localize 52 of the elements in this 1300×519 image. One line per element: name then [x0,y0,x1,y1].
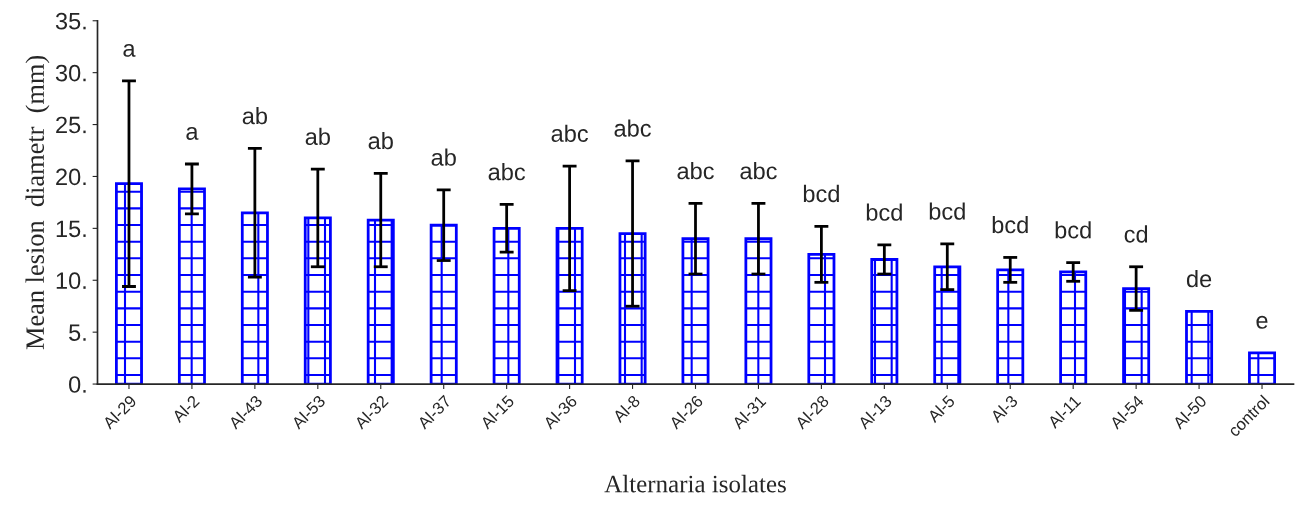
bar [618,232,647,385]
bar [996,268,1025,385]
y-tick-label: 5. [69,324,86,341]
bar [240,211,269,385]
annotation: ab [305,127,330,146]
bar [492,226,521,385]
x-tick-label: Al-8 [611,394,641,424]
annotation: e [1256,315,1268,329]
bar [744,237,773,385]
y-tick-label: 35. [55,12,86,30]
y-tick-label: 0. [69,376,86,393]
bar [1122,287,1151,385]
annotation: abc [677,161,714,180]
annotation: cd [1124,225,1148,243]
y-tick-label: 30. [55,64,86,82]
annotation: bcd [1055,221,1091,239]
annotation: bcd [992,215,1028,234]
annotation: abc [614,119,651,137]
annotation: abc [740,161,777,180]
bar [429,223,458,385]
y-tick-label: 10. [56,272,86,290]
y-tick-label: 25. [56,116,86,134]
bar [177,187,206,385]
bar [114,182,143,385]
x-tick-label: Al-3 [989,394,1019,424]
bar [870,258,899,385]
annotation: ab [431,148,456,166]
annotation: abc [488,163,526,181]
bar [807,252,836,385]
bar [1248,351,1277,385]
annotation: bcd [929,202,965,220]
annotation: de [1186,269,1212,288]
annotation: ab [242,106,268,125]
bar [933,265,962,385]
annotation: a [123,43,136,57]
annotation: abc [551,124,589,142]
x-axis-title: Alternaria isolates [604,474,786,493]
annotation: a [186,126,199,140]
bar [366,218,395,385]
annotation: ab [368,131,393,150]
y-tick-label: 20. [56,168,86,186]
bar [303,216,332,385]
bar [555,226,584,385]
y-tick-label: 15. [56,220,86,238]
annotation: bcd [803,184,839,203]
bar [681,237,710,385]
bar [1185,310,1214,385]
y-axis-title: Mean lesion diametr (mm) [25,55,50,350]
annotation: bcd [866,203,902,221]
x-tick-label: Al-5 [926,394,956,424]
bar [1059,270,1088,385]
x-tick-label: Al-2 [170,394,200,424]
